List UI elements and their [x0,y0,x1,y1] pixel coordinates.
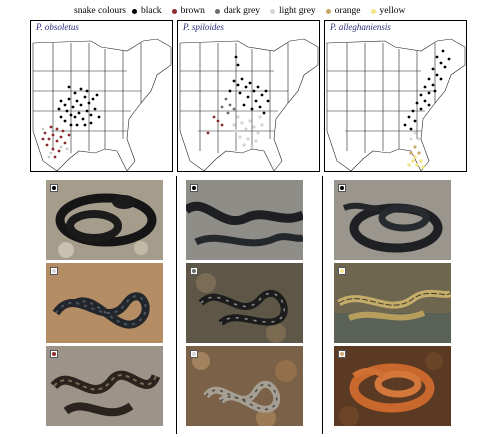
color-badge-dot [52,269,56,273]
color-badge [50,267,58,275]
color-badge [338,350,346,358]
map-title-spiloides: P. spiloides [182,22,225,32]
snake-photo-image [334,180,451,260]
legend-item-black: black [131,4,162,18]
legend-item-orange: orange [325,4,361,18]
legend-title: snake colours [74,6,126,16]
photo-obsoletus-black-2 [46,263,163,343]
photo-obsoletus-brown [46,346,163,426]
photo-spiloides-black [186,180,303,260]
map-panel-spiloides: P. spiloides [177,20,320,172]
photo-alleghaniensis-orange [334,346,451,426]
map-title-alleghaniensis: P. alleghaniensis [329,22,392,32]
color-badge [190,350,198,358]
legend-swatch-yellow [370,8,376,14]
legend-item-dark-grey: dark grey [214,4,260,18]
map-panel-alleghaniensis: P. alleghaniensis [324,20,467,172]
legend-label-brown: brown [180,6,205,16]
legend-item-yellow: yellow [370,4,406,18]
column-divider-1 [176,176,177,434]
column-divider-2 [322,176,323,434]
snake-photo-image [334,346,451,426]
color-badge-dot [192,186,196,190]
color-badge-dot [52,352,56,356]
map-panel-obsoletus: P. obsoletus [30,20,173,172]
legend-swatch-black [131,8,137,14]
legend-label-dark-grey: dark grey [223,6,260,16]
legend-label-light-grey: light grey [278,6,316,16]
legend-item-light-grey: light grey [269,4,316,18]
photo-alleghaniensis-black [334,180,451,260]
legend-label-orange: orange [334,6,361,16]
legend-swatch-dark-grey [214,8,220,14]
color-badge-dot [192,352,196,356]
us-map-spiloides [179,38,319,171]
snake-photo-image [186,263,303,343]
photo-alleghaniensis-yellow [334,263,451,343]
snake-photo-image [46,180,163,260]
color-badge [50,184,58,192]
snake-photo-image [46,263,163,343]
color-badge-dot [340,186,344,190]
legend-label-black: black [140,6,162,16]
legend-swatch-light-grey [269,8,275,14]
photo-obsoletus-black [46,180,163,260]
us-map-alleghaniensis [326,38,466,171]
color-badge [50,350,58,358]
color-legend: snake colours black brown dark grey ligh… [74,4,474,18]
photo-spiloides-dark-grey [186,263,303,343]
color-badge [338,184,346,192]
snake-photo-image [186,180,303,260]
map-title-obsoletus: P. obsoletus [35,22,80,32]
color-badge-dot [192,269,196,273]
snake-photo-image [46,346,163,426]
us-map-obsoletus [32,38,172,171]
color-badge-dot [52,186,56,190]
legend-label-yellow: yellow [379,6,406,16]
color-badge-dot [340,269,344,273]
photo-spiloides-light-grey [186,346,303,426]
snake-photo-image [334,263,451,343]
color-badge-dot [340,352,344,356]
snake-photo-image [186,346,303,426]
color-badge [190,184,198,192]
legend-item-brown: brown [171,4,205,18]
color-badge [338,267,346,275]
legend-swatch-orange [325,8,331,14]
color-badge [190,267,198,275]
legend-swatch-brown [171,8,177,14]
